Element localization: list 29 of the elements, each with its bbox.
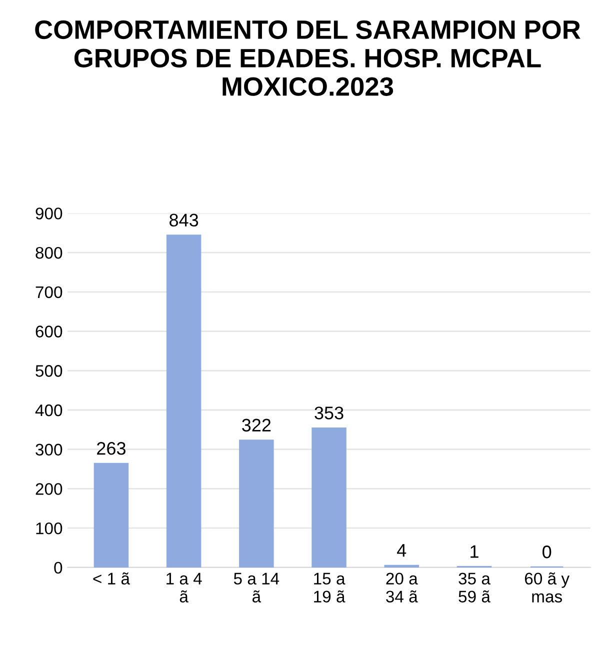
y-tick-label: 500 <box>36 365 62 377</box>
y-tick-label: 800 <box>36 246 62 259</box>
x-tick-label: 15 a 19 ã <box>314 572 346 602</box>
x-tick-label: 35 a 59 ã <box>458 572 490 602</box>
data-label: 4 <box>397 544 406 557</box>
y-tick-label: 600 <box>36 326 62 338</box>
data-label: 322 <box>242 418 271 432</box>
y-tick-label: 100 <box>36 522 62 534</box>
data-label: 843 <box>170 214 198 227</box>
bar <box>312 427 346 568</box>
bar <box>239 440 274 568</box>
data-label: 0 <box>542 546 552 558</box>
data-label: 353 <box>314 406 344 420</box>
data-label: 263 <box>97 442 126 455</box>
y-tick-label: 0 <box>54 562 62 574</box>
x-tick-label: 60 ã y mas <box>524 572 570 602</box>
x-tick-label: 1 a 4 ã <box>166 572 202 602</box>
data-label: 1 <box>470 545 478 558</box>
bar <box>94 462 129 568</box>
y-tick-label: 300 <box>36 444 62 456</box>
chart-title: COMPORTAMIENTO DEL SARAMPION POR GRUPOS DE EDADES. HOSP. MCPAL MOXICO.2023 <box>35 20 580 96</box>
y-tick-label: 200 <box>36 483 62 495</box>
y-tick-label: 900 <box>36 208 62 220</box>
y-tick-label: 400 <box>35 404 62 416</box>
bar <box>166 234 202 568</box>
x-tick-label: 5 a 14 ã <box>234 572 280 602</box>
y-tick-label: 700 <box>36 286 62 298</box>
x-tick-label: < 1 ã <box>93 572 130 585</box>
x-tick-label: 20 a 34 ã <box>386 572 418 602</box>
